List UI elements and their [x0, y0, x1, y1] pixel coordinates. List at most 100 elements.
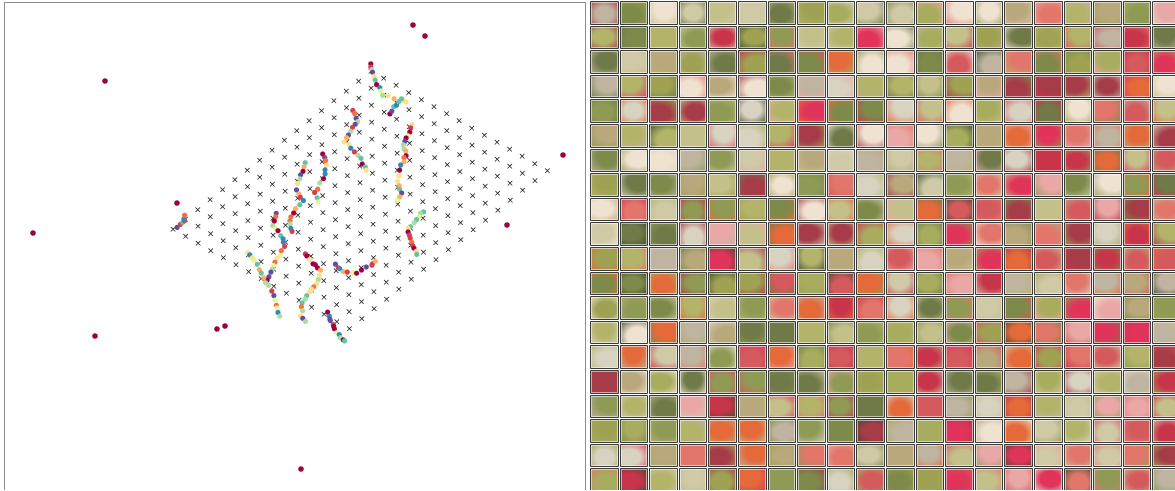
grid-marker: × — [469, 226, 477, 236]
grid-marker: × — [418, 95, 426, 105]
image-tile — [915, 345, 945, 369]
image-tile — [1034, 271, 1063, 296]
grid-marker: × — [232, 227, 240, 237]
image-tile — [678, 50, 708, 74]
grid-marker: × — [392, 81, 400, 91]
grid-marker: × — [318, 107, 326, 117]
image-tile — [738, 148, 767, 173]
grid-marker: × — [270, 282, 278, 292]
image-tile — [1034, 1, 1063, 25]
data-point — [300, 197, 306, 204]
image-tile — [708, 173, 737, 197]
image-tile — [1093, 443, 1122, 468]
image-tile — [915, 271, 945, 296]
image-tile — [1152, 345, 1175, 369]
image-tile — [767, 99, 797, 123]
data-point — [307, 257, 313, 263]
grid-marker: × — [294, 228, 302, 238]
image-tile — [678, 419, 708, 443]
image-tile — [649, 345, 678, 369]
grid-marker: × — [382, 261, 390, 271]
grid-marker: × — [343, 121, 351, 131]
data-point — [312, 189, 318, 196]
image-tile — [1093, 25, 1122, 50]
image-tile — [619, 320, 649, 345]
grid-marker: × — [382, 210, 390, 220]
grid-marker: × — [293, 143, 301, 153]
image-tile — [649, 74, 678, 99]
image-tile — [619, 419, 649, 443]
grid-marker: × — [320, 259, 328, 269]
image-tile — [945, 99, 974, 123]
grid-marker: × — [345, 257, 353, 267]
image-tile — [856, 320, 885, 345]
image-tile — [678, 222, 708, 246]
grid-marker: × — [368, 152, 376, 162]
image-tile — [797, 468, 826, 490]
grid-marker: × — [332, 266, 340, 276]
image-tile — [826, 247, 856, 271]
data-point — [405, 225, 411, 231]
image-tile — [1063, 345, 1093, 369]
grid-marker: × — [256, 156, 264, 166]
data-point — [332, 261, 338, 267]
data-point — [295, 181, 301, 187]
grid-marker: × — [393, 149, 401, 159]
grid-marker: × — [383, 278, 391, 288]
image-tile — [767, 148, 797, 173]
data-point — [414, 251, 420, 257]
grid-marker: × — [331, 182, 339, 192]
data-point — [396, 173, 402, 179]
image-tile — [945, 50, 974, 74]
grid-marker: × — [507, 196, 515, 206]
grid-marker: × — [457, 219, 465, 229]
grid-marker: × — [355, 77, 363, 87]
image-tile — [678, 345, 708, 369]
image-tile — [1122, 345, 1152, 369]
image-tile — [974, 25, 1004, 50]
grid-marker: × — [531, 176, 539, 186]
image-tile — [738, 222, 767, 246]
grid-marker: × — [320, 293, 328, 303]
image-tile — [767, 74, 797, 99]
image-tile — [708, 99, 737, 123]
grid-marker: × — [295, 262, 303, 272]
grid-marker: × — [382, 227, 390, 237]
image-tile — [1034, 197, 1063, 222]
image-tile — [738, 271, 767, 296]
image-tile — [1122, 419, 1152, 443]
data-point — [408, 125, 414, 131]
grid-marker: × — [343, 87, 351, 97]
image-tile — [767, 25, 797, 50]
image-tile — [678, 247, 708, 271]
grid-marker: × — [345, 274, 353, 284]
image-tile — [797, 296, 826, 320]
image-tile — [678, 74, 708, 99]
image-tile — [1093, 50, 1122, 74]
data-point — [289, 228, 295, 234]
data-point — [301, 164, 307, 170]
image-tile — [678, 25, 708, 50]
image-tile — [1063, 124, 1093, 148]
data-point — [342, 338, 348, 344]
image-tile — [1004, 394, 1033, 419]
grid-marker: × — [370, 288, 378, 298]
image-tile — [619, 394, 649, 419]
grid-marker: × — [268, 146, 276, 156]
grid-marker: × — [381, 142, 389, 152]
image-tile — [1063, 247, 1093, 271]
grid-marker: × — [431, 187, 439, 197]
grid-marker: × — [295, 279, 303, 289]
image-tile — [767, 443, 797, 468]
data-point — [277, 313, 283, 319]
data-point — [385, 93, 391, 99]
image-tile — [738, 1, 767, 25]
grid-marker: × — [358, 298, 366, 308]
image-tile — [974, 222, 1004, 246]
data-point — [372, 77, 378, 83]
image-tile — [1034, 370, 1063, 394]
image-tile — [1034, 443, 1063, 468]
grid-marker: × — [420, 248, 428, 258]
image-tile — [1122, 50, 1152, 74]
grid-marker: × — [257, 241, 265, 251]
